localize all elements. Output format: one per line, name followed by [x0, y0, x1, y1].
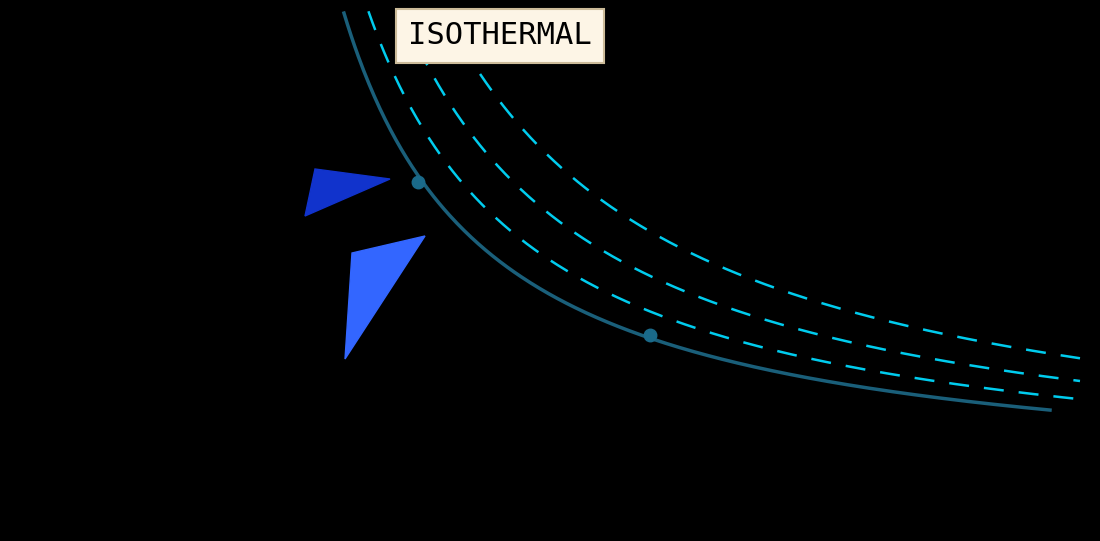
Text: ISOTHERMAL: ISOTHERMAL — [408, 22, 592, 50]
Polygon shape — [305, 169, 390, 216]
Polygon shape — [345, 236, 425, 359]
